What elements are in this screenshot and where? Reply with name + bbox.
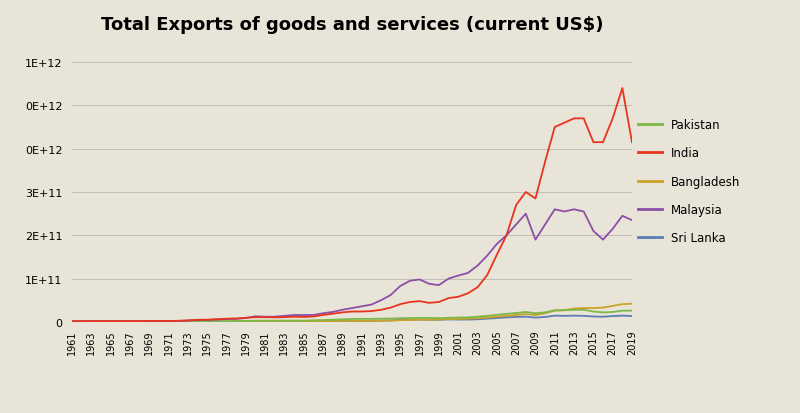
Title: Total Exports of goods and services (current US$): Total Exports of goods and services (cur… [101, 16, 603, 34]
Legend: Pakistan, India, Bangladesh, Malaysia, Sri Lanka: Pakistan, India, Bangladesh, Malaysia, S… [638, 119, 740, 245]
